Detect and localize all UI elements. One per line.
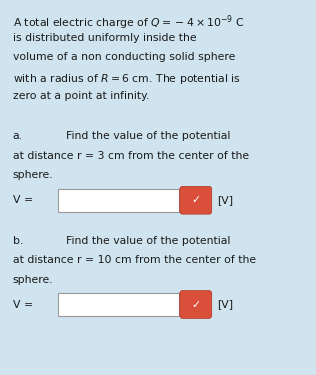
Text: [V]: [V] (217, 195, 233, 205)
Text: V =: V = (13, 195, 33, 205)
Text: a.: a. (13, 131, 23, 141)
Text: A total electric charge of $Q = -4 \times 10^{-9}$ C: A total electric charge of $Q = -4 \time… (13, 13, 244, 32)
Text: sphere.: sphere. (13, 170, 53, 180)
FancyBboxPatch shape (58, 293, 179, 316)
Text: with a radius of $R = 6$ cm. The potential is: with a radius of $R = 6$ cm. The potenti… (13, 72, 241, 86)
Text: sphere.: sphere. (13, 274, 53, 285)
Text: is distributed uniformly inside the: is distributed uniformly inside the (13, 33, 196, 43)
FancyBboxPatch shape (58, 189, 179, 212)
FancyBboxPatch shape (180, 186, 212, 214)
Text: at distance r = 3 cm from the center of the: at distance r = 3 cm from the center of … (13, 151, 249, 161)
Text: volume of a non conducting solid sphere: volume of a non conducting solid sphere (13, 52, 235, 62)
Text: ✓: ✓ (191, 300, 200, 309)
Text: b.: b. (13, 236, 23, 246)
Text: at distance r = 10 cm from the center of the: at distance r = 10 cm from the center of… (13, 255, 256, 265)
Text: zero at a point at infinity.: zero at a point at infinity. (13, 91, 149, 101)
Text: ✓: ✓ (191, 195, 200, 205)
Text: Find the value of the potential: Find the value of the potential (66, 236, 231, 246)
Text: [V]: [V] (217, 300, 233, 309)
Text: V =: V = (13, 300, 33, 309)
Text: Find the value of the potential: Find the value of the potential (66, 131, 231, 141)
FancyBboxPatch shape (180, 291, 212, 318)
